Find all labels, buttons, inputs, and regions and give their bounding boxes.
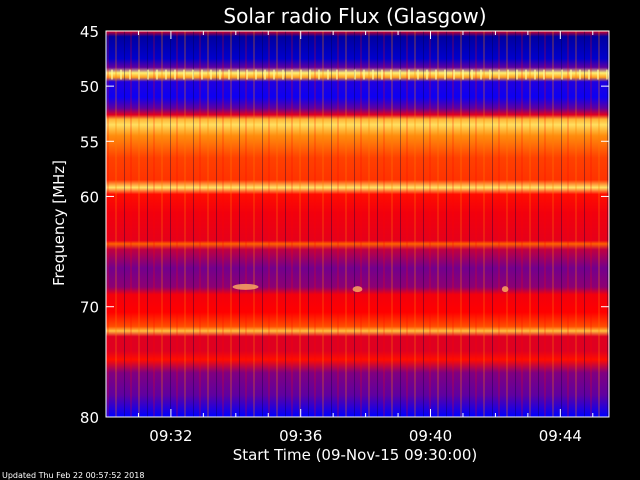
x-axis: 09:32 09:36 09:40 09:44 xyxy=(105,31,594,445)
y-tick-label-80: 80 xyxy=(80,409,99,427)
y-tick-label-45: 45 xyxy=(80,23,99,41)
spectrogram-time-texture xyxy=(106,31,609,417)
burst-3 xyxy=(501,286,509,293)
y-tick-label-70: 70 xyxy=(80,299,99,317)
burst-1 xyxy=(232,283,259,290)
x-axis-title: Start Time (09-Nov-15 09:30:00) xyxy=(233,446,478,464)
y-tick-label-60: 60 xyxy=(80,188,99,206)
x-tick-label-0936: 09:36 xyxy=(279,427,322,445)
y-axis-title: Frequency [MHz] xyxy=(50,160,68,286)
y-axis: 45 50 55 60 70 80 xyxy=(80,23,609,427)
x-tick-label-0932: 09:32 xyxy=(149,427,192,445)
spectrogram-plot-area xyxy=(105,30,610,418)
x-tick-label-0940: 09:40 xyxy=(409,427,452,445)
x-tick-label-0944: 09:44 xyxy=(539,427,582,445)
spectrogram-interference-line xyxy=(106,69,609,80)
plot-frame xyxy=(105,30,610,418)
chart-title: Solar radio Flux (Glasgow) xyxy=(223,4,486,28)
y-tick-label-55: 55 xyxy=(80,133,99,151)
y-tick-label-50: 50 xyxy=(80,78,99,96)
burst-2 xyxy=(352,286,363,293)
updated-timestamp: Updated Thu Feb 22 00:57:52 2018 xyxy=(2,471,144,480)
